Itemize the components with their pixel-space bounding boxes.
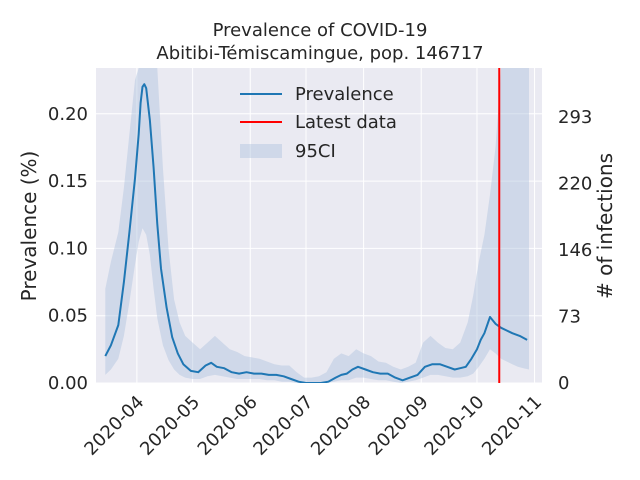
y-ticks-right: 0 73 146 220 293	[558, 107, 592, 394]
legend-prevalence-label: Prevalence	[295, 84, 394, 105]
y-tick-label: 0.15	[48, 171, 88, 192]
chart-title: Prevalence of COVID-19	[213, 20, 428, 41]
x-tick-label: 2020-07	[249, 392, 317, 460]
y-tick-label-right: 293	[558, 107, 592, 128]
x-ticks: 2020-042020-052020-062020-072020-082020-…	[80, 392, 546, 460]
prevalence-line	[104, 83, 528, 383]
x-tick-label: 2020-05	[136, 392, 204, 460]
x-tick-label: 2020-10	[420, 392, 488, 460]
x-tick-label: 2020-06	[194, 392, 262, 460]
y-tick-label: 0.05	[48, 306, 88, 327]
y-tick-label-right: 146	[558, 240, 592, 261]
y-tick-label: 0.20	[48, 104, 88, 125]
x-tick-label: 2020-11	[478, 392, 546, 460]
y-tick-label: 0.00	[48, 373, 88, 394]
y-tick-label-right: 220	[558, 174, 592, 195]
y-axis-label-right: # of infections	[593, 153, 617, 299]
legend: Prevalence Latest data 95CI	[240, 84, 397, 162]
y-axis-label: Prevalence (%)	[17, 151, 41, 302]
legend-ci-label: 95CI	[295, 141, 336, 162]
chart-subtitle: Abitibi-Témiscamingue, pop. 146717	[156, 43, 483, 64]
y-tick-label-right: 0	[558, 373, 569, 394]
y-ticks-left: 0.00 0.05 0.10 0.15 0.20	[48, 104, 88, 394]
y-tick-label: 0.10	[48, 238, 88, 259]
grid	[96, 68, 542, 384]
legend-ci-swatch	[240, 144, 282, 158]
prevalence-line-layer	[104, 83, 528, 383]
x-tick-label: 2020-04	[80, 392, 148, 460]
x-tick-label: 2020-09	[365, 392, 433, 460]
x-tick-label: 2020-08	[307, 392, 375, 460]
legend-latest-label: Latest data	[295, 112, 397, 133]
y-tick-label-right: 73	[558, 307, 581, 328]
